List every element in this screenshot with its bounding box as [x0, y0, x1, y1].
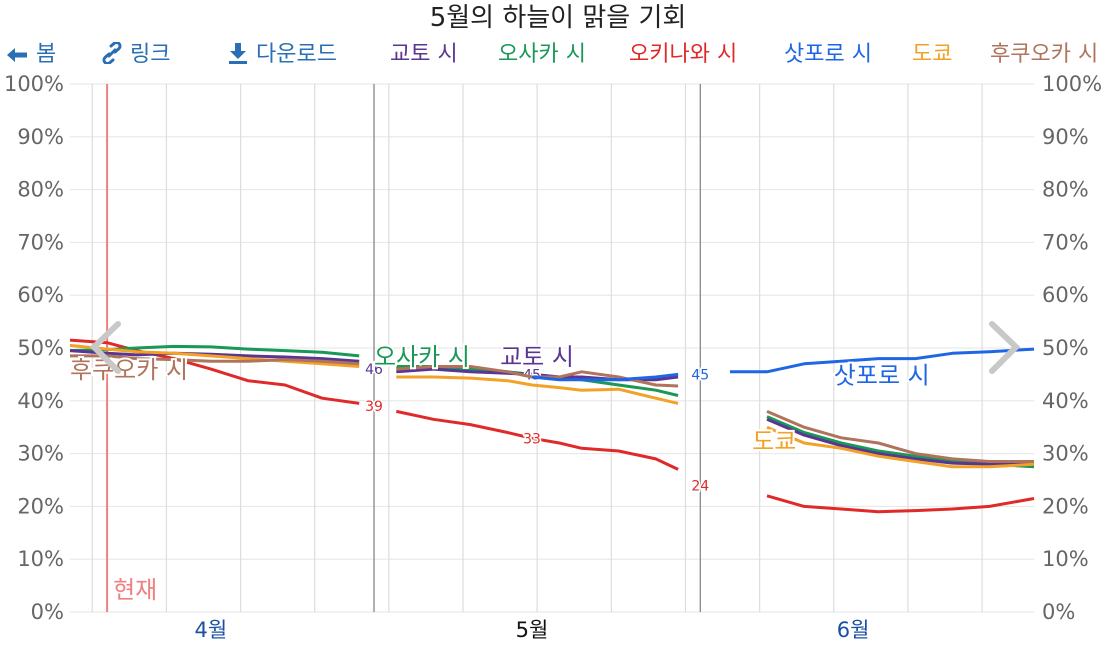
y-tick-label-right: 0% [1042, 600, 1075, 624]
data-label: 45 [691, 367, 709, 383]
y-tick-label-right: 100% [1042, 72, 1102, 96]
x-tick-label: 6월 [837, 618, 870, 642]
legend-sapporo[interactable]: 삿포로 시 [784, 42, 872, 67]
legend-kyoto[interactable]: 교토 시 [390, 42, 458, 67]
legend-bar: 봄 링크 다운로드 교토 시 오사카 시 오키나와 시 삿포로 시 도쿄 후쿠오… [0, 38, 1116, 72]
back-button[interactable]: 봄 [6, 38, 56, 72]
y-tick-label-left: 60% [17, 283, 64, 307]
y-tick-label-right: 50% [1042, 336, 1089, 360]
legend-okinawa[interactable]: 오키나와 시 [629, 42, 738, 67]
series-label: 삿포로 시 [834, 361, 930, 389]
now-label: 현재 [113, 576, 157, 604]
series-line [396, 375, 679, 405]
series-label: 도쿄 [752, 427, 796, 455]
y-tick-label-right: 30% [1042, 442, 1089, 466]
y-tick-label-right: 90% [1042, 125, 1089, 149]
x-tick-label: 5월 [516, 618, 549, 642]
chevron-right-icon[interactable] [989, 321, 1021, 374]
series-line [766, 425, 1035, 469]
y-tick-label-left: 30% [17, 442, 64, 466]
legend-tokyo[interactable]: 도쿄 [912, 42, 953, 67]
y-tick-label-left: 10% [17, 547, 64, 571]
x-tick-label: 4월 [195, 618, 228, 642]
series-line [69, 343, 360, 368]
y-tick-label-left: 80% [17, 178, 64, 202]
chart-title: 5월의 하늘이 맑을 기회 [429, 3, 687, 33]
legend-osaka[interactable]: 오사카 시 [498, 42, 586, 67]
series-label: 교토 시 [500, 343, 574, 371]
series-line [766, 494, 1035, 514]
link-label: 링크 [130, 42, 171, 67]
y-tick-label-right: 10% [1042, 547, 1089, 571]
series-line [69, 349, 360, 363]
y-tick-label-right: 60% [1042, 283, 1089, 307]
data-label: 33 [523, 431, 541, 447]
y-tick-label-left: 100% [4, 72, 64, 96]
series-label: 오사카 시 [374, 343, 470, 371]
y-tick-label-right: 80% [1042, 178, 1089, 202]
link-button[interactable]: 링크 [102, 38, 170, 72]
y-tick-label-left: 90% [17, 125, 64, 149]
data-label: 45 [523, 367, 541, 383]
series-label: 후쿠오카 시 [70, 356, 188, 384]
download-button[interactable]: 다운로드 [228, 38, 337, 72]
y-tick-label-left: 20% [17, 494, 64, 518]
download-label: 다운로드 [256, 42, 337, 67]
data-label: 39 [365, 399, 383, 415]
download-icon [229, 43, 247, 64]
y-tick-label-left: 70% [17, 230, 64, 254]
y-tick-label-right: 40% [1042, 389, 1089, 413]
y-tick-label-right: 20% [1042, 494, 1089, 518]
series-line [531, 372, 679, 382]
series-line [395, 409, 679, 471]
y-tick-label-right: 70% [1042, 230, 1089, 254]
series-line [69, 338, 360, 405]
series-line [730, 347, 1035, 374]
back-label: 봄 [36, 42, 57, 67]
legend-fukuoka[interactable]: 후쿠오카 시 [990, 42, 1099, 67]
link-icon [102, 40, 122, 66]
series-line [70, 354, 360, 366]
series-line [766, 410, 1034, 463]
data-label: 24 [691, 478, 709, 494]
y-tick-label-left: 40% [17, 389, 64, 413]
y-tick-label-left: 0% [31, 600, 64, 624]
arrow-left-icon [7, 48, 27, 62]
y-tick-label-left: 50% [17, 336, 64, 360]
series-line [766, 417, 1034, 466]
data-label: 45 [691, 367, 709, 383]
data-label: 46 [365, 362, 383, 378]
chevron-left-icon[interactable] [89, 321, 121, 374]
